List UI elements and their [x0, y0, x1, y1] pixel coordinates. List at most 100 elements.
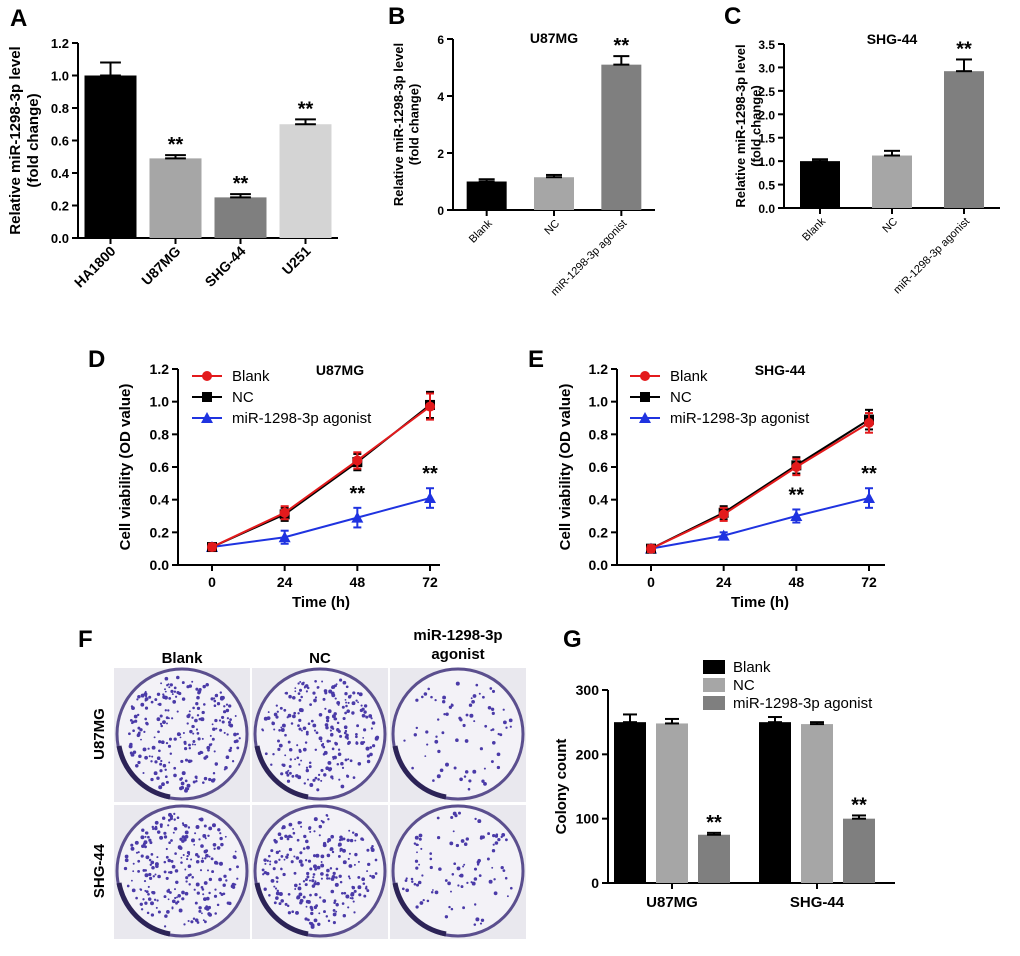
colony: [335, 867, 339, 871]
colony: [151, 825, 155, 829]
colony: [334, 697, 337, 700]
colony: [472, 694, 477, 698]
colony: [357, 762, 362, 766]
colony: [176, 900, 180, 904]
colony: [328, 768, 332, 772]
colony: [299, 851, 303, 855]
colony: [264, 862, 267, 865]
colony: [236, 865, 239, 869]
colony: [442, 695, 447, 700]
colony: [284, 754, 287, 757]
colony: [222, 883, 226, 887]
colony: [478, 874, 482, 877]
colony: [369, 752, 373, 757]
well-rim-shadow: [392, 882, 447, 937]
colony: [310, 906, 314, 910]
panel-label: F: [78, 626, 93, 653]
colony: [160, 740, 165, 745]
colony: [361, 877, 366, 882]
colony: [339, 880, 343, 884]
row-label: SHG-44: [91, 843, 108, 898]
colony: [289, 758, 292, 761]
colony: [156, 756, 161, 761]
colony: [136, 733, 140, 738]
colony: [154, 760, 158, 764]
colony: [330, 889, 335, 894]
colony: [316, 788, 320, 792]
colony: [307, 778, 309, 781]
colony: [150, 860, 155, 865]
colony: [165, 716, 169, 720]
colony: [334, 741, 337, 745]
colony: [368, 714, 373, 718]
colony: [204, 857, 207, 860]
colony: [475, 683, 479, 687]
colony: [220, 842, 224, 847]
colony: [265, 871, 270, 876]
bar-2: [534, 177, 574, 210]
colony: [313, 864, 317, 869]
colony: [208, 777, 212, 782]
colony: [288, 747, 293, 752]
colony: [503, 720, 507, 725]
colony: [192, 917, 196, 921]
colony: [320, 740, 323, 743]
colony: [160, 682, 163, 685]
colony: [185, 880, 188, 883]
colony: [204, 920, 207, 924]
colony: [210, 743, 213, 746]
colony: [208, 877, 213, 882]
colony: [157, 910, 161, 914]
colony: [179, 777, 183, 781]
colony: [370, 727, 373, 730]
colony: [236, 877, 239, 880]
colony: [279, 836, 284, 840]
colony: [305, 905, 308, 908]
colony: [314, 748, 318, 752]
y-tick-label: 100: [576, 811, 600, 827]
significance-label: **: [789, 484, 805, 506]
colony: [163, 870, 167, 874]
colony: [292, 714, 296, 719]
colony: [297, 886, 302, 891]
colony: [314, 867, 318, 871]
colony: [170, 839, 173, 842]
colony: [355, 733, 358, 736]
colony: [362, 737, 365, 739]
colony: [163, 925, 167, 928]
colony: [212, 823, 216, 828]
colony: [352, 900, 355, 903]
culture-well: [391, 804, 525, 938]
colony: [201, 710, 205, 715]
colony: [224, 835, 227, 838]
colony: [325, 725, 329, 730]
colony: [300, 825, 303, 828]
colony: [194, 918, 199, 922]
colony: [288, 765, 292, 768]
legend-swatch: [703, 660, 725, 674]
colony: [335, 903, 339, 907]
colony: [198, 906, 202, 910]
colony: [208, 826, 213, 831]
significance-label: **: [422, 463, 438, 485]
colony: [126, 884, 130, 888]
legend-label: miR-1298-3p agonist: [733, 695, 873, 712]
colony: [509, 725, 512, 728]
y-tick-label: 1.2: [150, 361, 170, 377]
colony: [472, 769, 477, 774]
colony: [291, 910, 295, 914]
y-tick-label: 0.0: [150, 557, 170, 573]
colony: [465, 713, 469, 717]
colony: [212, 842, 217, 847]
colony: [330, 775, 334, 779]
y-tick-label: 0.8: [51, 101, 69, 116]
colony: [314, 696, 318, 699]
colony: [332, 912, 337, 917]
colony: [450, 815, 454, 820]
x-tick-label: SHG-44: [202, 243, 249, 290]
y-tick-label: 0.6: [150, 459, 170, 475]
colony: [343, 731, 347, 735]
x-tick-label: HA1800: [71, 243, 119, 291]
colony: [417, 843, 419, 846]
colony: [316, 865, 321, 870]
